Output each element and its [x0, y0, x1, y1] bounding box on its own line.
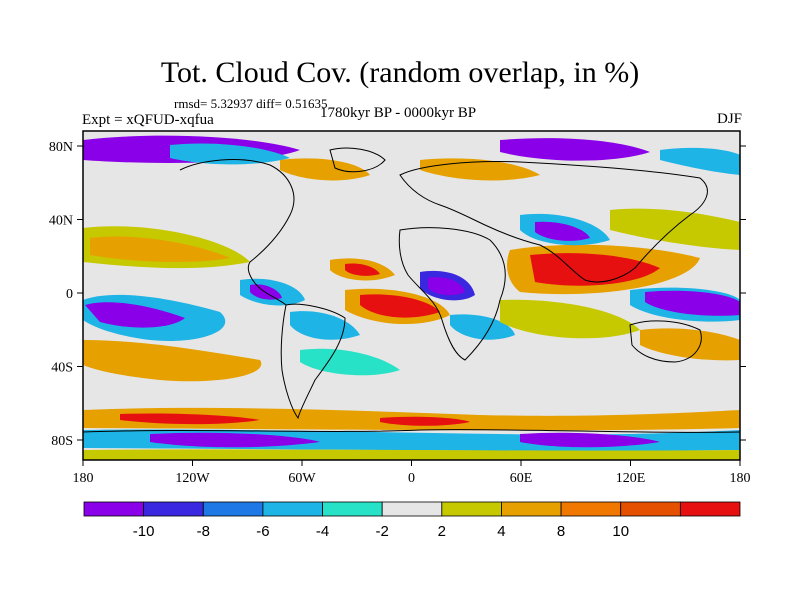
lat-tick-label: 80N	[49, 140, 73, 155]
anomaly-region	[83, 340, 262, 382]
coastline-africa	[398, 227, 506, 361]
colorbar-swatch	[381, 501, 443, 517]
coastline-greenland	[329, 147, 386, 173]
lon-tick-label: 60E	[510, 471, 533, 486]
coastline-australia	[629, 320, 702, 363]
colorbar-swatch	[501, 501, 562, 517]
colorbar-label: -6	[256, 523, 269, 540]
coastlines	[83, 147, 740, 433]
anomaly-region	[660, 147, 740, 175]
anomaly-region	[428, 277, 465, 296]
lat-tick-label: 0	[66, 287, 73, 302]
anomaly-region	[300, 348, 400, 376]
colorbar-label: 2	[438, 523, 446, 540]
coastline-south-america	[280, 303, 346, 420]
colorbar-swatch	[441, 501, 502, 517]
lon-tick-label: 0	[408, 471, 415, 486]
colorbar-label: -4	[316, 523, 329, 540]
season-label: DJF	[716, 111, 742, 127]
lat-tick-label: 80S	[51, 434, 73, 449]
colorbar-swatch	[620, 501, 681, 517]
anomaly-region	[610, 208, 740, 250]
anomaly-region	[380, 416, 470, 426]
anomaly-region	[360, 294, 440, 318]
anomaly-region	[150, 432, 320, 448]
colorbar: -10 -8 -6 -4 -2 2 4 8 10	[83, 501, 741, 540]
experiment-label: Expt = xQFUD-xqfua	[82, 112, 214, 128]
colorbar-swatch	[83, 501, 145, 517]
map-panel	[82, 130, 741, 461]
plot-title: Tot. Cloud Cov. (random overlap, in %)	[160, 56, 640, 89]
colorbar-label: -8	[197, 523, 210, 540]
lat-tick-label: 40S	[51, 361, 73, 376]
anomaly-region	[535, 221, 590, 241]
lon-tick-label: 120W	[175, 471, 210, 486]
latitude-axis: 80N 40N 0 40S 80S	[49, 140, 746, 449]
lon-tick-label: 180	[73, 471, 94, 486]
anomaly-region	[250, 284, 282, 300]
coastline-north-america	[179, 159, 295, 306]
anomaly-region	[120, 413, 260, 425]
anomaly-region	[83, 449, 740, 460]
colorbar-label: -10	[133, 523, 155, 540]
longitude-axis: 180 120W 60W 0 60E 120E 180	[73, 460, 751, 486]
lon-tick-label: 120E	[616, 471, 646, 486]
anomaly-region	[640, 328, 740, 361]
anomaly-region	[85, 302, 185, 328]
colorbar-swatch	[322, 501, 383, 517]
anomaly-field	[83, 135, 740, 460]
anomaly-region	[170, 143, 290, 165]
lon-tick-label: 180	[730, 471, 751, 486]
colorbar-label: -2	[376, 523, 389, 540]
stats-label: rmsd= 5.32937 diff= 0.51635	[174, 96, 328, 111]
period-label: 1780kyr BP - 0000kyr BP	[320, 105, 477, 121]
anomaly-region	[450, 314, 515, 340]
anomaly-region	[645, 290, 740, 316]
lon-tick-label: 60W	[288, 471, 316, 486]
colorbar-swatch	[560, 501, 622, 517]
colorbar-swatch	[202, 501, 264, 517]
colorbar-label: 4	[497, 523, 505, 540]
colorbar-swatch	[679, 501, 741, 517]
lat-tick-label: 40N	[49, 214, 73, 229]
anomaly-region	[500, 299, 640, 339]
anomaly-region	[500, 138, 650, 161]
anomaly-region	[345, 263, 380, 276]
anomaly-region	[520, 432, 660, 448]
colorbar-label: 10	[612, 523, 629, 540]
anomaly-region	[280, 158, 370, 181]
coastline-antarctica	[83, 429, 740, 433]
colorbar-swatch	[262, 501, 323, 517]
anomaly-region	[90, 236, 230, 262]
colorbar-label: 8	[557, 523, 565, 540]
coastline-eurasia	[399, 161, 708, 283]
colorbar-swatch	[143, 501, 204, 517]
